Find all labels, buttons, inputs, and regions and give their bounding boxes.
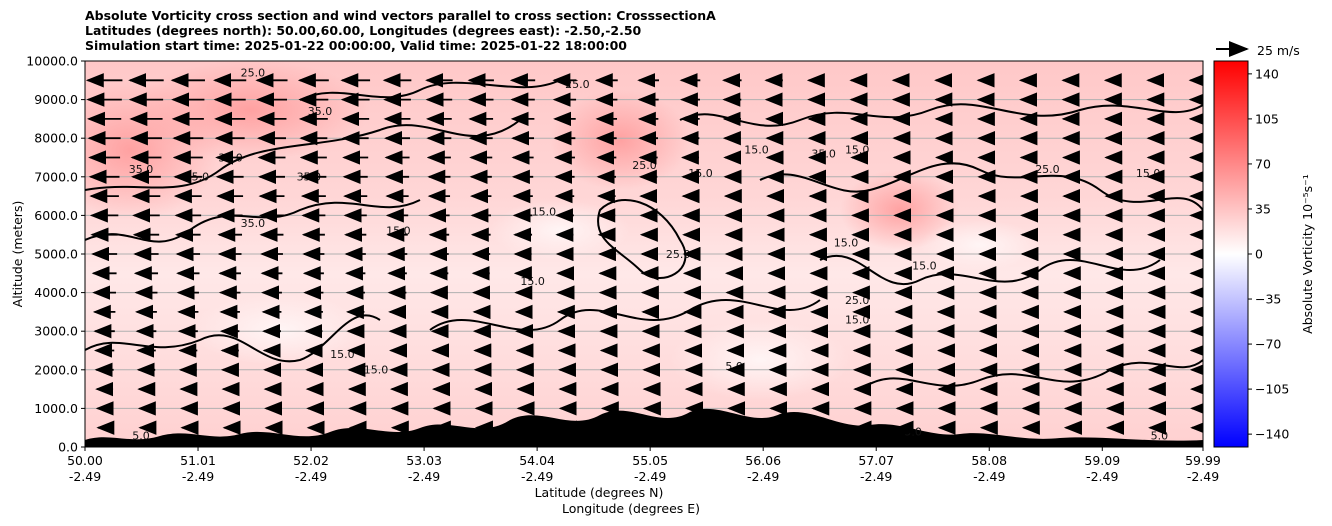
- contour-line: [85, 119, 521, 191]
- contour-label: 25.0: [241, 66, 266, 79]
- chart-title: Absolute Vorticity cross section and win…: [85, 8, 716, 53]
- chart-title-line-3: Simulation start time: 2025-01-22 00:00:…: [85, 38, 627, 53]
- x-tick-label-lon: -2.49: [747, 469, 779, 484]
- x-tick-label-lon: -2.49: [521, 469, 553, 484]
- x-tick-label-lat: 52.02: [293, 453, 329, 468]
- x-tick-label-lat: 53.03: [406, 453, 442, 468]
- contour-label: 15.0: [912, 259, 937, 272]
- x-axis: 50.00-2.4951.01-2.4952.02-2.4953.03-2.49…: [67, 447, 1221, 484]
- colorbar-tick-label: 0: [1255, 247, 1263, 262]
- y-tick-label: 3000.0: [34, 324, 78, 339]
- contour-label: 15.0: [1136, 167, 1161, 180]
- x-tick-label-lon: -2.49: [1086, 469, 1118, 484]
- vorticity-low-region: [920, 220, 1040, 270]
- y-tick-label: 5000.0: [34, 247, 78, 262]
- y-tick-label: 4000.0: [34, 285, 78, 300]
- contour-label: 15.0: [688, 167, 713, 180]
- y-tick-label: 2000.0: [34, 362, 78, 377]
- y-tick-label: 9000.0: [34, 92, 78, 107]
- contour-label: 15.0: [845, 144, 870, 157]
- x-tick-label-lat: 56.06: [745, 453, 781, 468]
- contour-line: [597, 199, 687, 280]
- colorbar-tick-label: 70: [1255, 156, 1271, 171]
- x-tick-label-lon: -2.49: [634, 469, 666, 484]
- contour-label: 25.0: [1035, 163, 1060, 176]
- x-axis-label-longitude: Longitude (degrees E): [562, 501, 700, 516]
- x-tick-label-lat: 58.08: [971, 453, 1007, 468]
- x-tick-label-lat: 59.09: [1084, 453, 1120, 468]
- contour-label: 5.0: [725, 360, 743, 373]
- colorbar-tick-label: −35: [1255, 292, 1281, 307]
- colorbar: [1213, 60, 1249, 448]
- x-tick-label-lat: 55.05: [632, 453, 668, 468]
- contour-label: 15.0: [834, 236, 859, 249]
- contour-label: 15.0: [386, 225, 411, 238]
- colorbar-tick-label: −70: [1255, 337, 1281, 352]
- y-tick-label: 6000.0: [34, 208, 78, 223]
- contour-label: 35.0: [129, 163, 154, 176]
- x-tick-label-lon: -2.49: [408, 469, 440, 484]
- contour-label: 25.0: [565, 78, 590, 91]
- vorticity-field: 25.025.035.035.035.035.035.035.015.025.0…: [85, 61, 1203, 447]
- x-tick-label-lat: 57.07: [858, 453, 894, 468]
- y-axis-label: Altitude (meters): [10, 201, 25, 308]
- contour-label: 5.0: [1151, 429, 1169, 442]
- chart-title-line-1: Absolute Vorticity cross section and win…: [85, 8, 716, 23]
- x-tick-label-lon: -2.49: [182, 469, 214, 484]
- x-tick-label-lon: -2.49: [295, 469, 327, 484]
- colorbar-tick-label: −105: [1255, 382, 1289, 397]
- contour-label: 35.0: [241, 217, 266, 230]
- colorbar-ticks: −140 −105 −70 −35 0 35 70 105 140: [1248, 66, 1289, 442]
- y-tick-label: 7000.0: [34, 169, 78, 184]
- x-tick-label-lat: 54.04: [519, 453, 555, 468]
- colorbar-tick-label: 105: [1255, 111, 1279, 126]
- y-tick-label: 1000.0: [34, 401, 78, 416]
- x-tick-label-lat: 59.99: [1185, 453, 1221, 468]
- y-tick-label: 10000.0: [26, 54, 78, 69]
- vorticity-low-region: [670, 320, 850, 400]
- contour-label: 25.0: [632, 159, 657, 172]
- colorbar-tick-label: −140: [1255, 427, 1289, 442]
- y-tick-label: 0.0: [58, 440, 78, 455]
- y-tick-label: 8000.0: [34, 131, 78, 146]
- colorbar-tick-label: 35: [1255, 201, 1271, 216]
- vorticity-high-region: [550, 90, 690, 190]
- wind-vectors: [85, 73, 1203, 435]
- contour-label: 25.0: [845, 294, 870, 307]
- quiver-key-label: 25 m/s: [1257, 43, 1300, 58]
- x-tick-label-lon: -2.49: [69, 469, 101, 484]
- contour-label: 5.0: [132, 429, 150, 442]
- contour-line: [429, 299, 821, 331]
- contour-label: 15.0: [364, 364, 389, 377]
- x-tick-label-lon: -2.49: [860, 469, 892, 484]
- contour-label: 5.0: [904, 425, 922, 438]
- colorbar-tick-label: 140: [1255, 66, 1279, 81]
- x-tick-label-lon: -2.49: [1187, 469, 1219, 484]
- contour-label: 15.0: [845, 313, 870, 326]
- contour-label: 15.0: [744, 144, 769, 157]
- x-tick-label-lat: 51.01: [180, 453, 216, 468]
- contour-label: 35.0: [811, 148, 836, 161]
- x-tick-label-lat: 50.00: [67, 453, 103, 468]
- contour-label: 35.0: [308, 105, 333, 118]
- colorbar-label: Absolute Vorticity 10⁻⁵s⁻¹: [1300, 174, 1315, 334]
- contour-label: 15.0: [532, 205, 557, 218]
- contour-label: 15.0: [520, 275, 545, 288]
- x-axis-label-latitude: Latitude (degrees N): [535, 485, 664, 500]
- y-axis: 0.0 1000.0 2000.0 3000.0 4000.0 5000.0 6000.0 7…: [26, 54, 85, 455]
- x-tick-label-lon: -2.49: [973, 469, 1005, 484]
- chart-title-line-2: Latitudes (degrees north): 50.00,60.00, …: [85, 23, 642, 38]
- vorticity-low-region: [490, 200, 630, 260]
